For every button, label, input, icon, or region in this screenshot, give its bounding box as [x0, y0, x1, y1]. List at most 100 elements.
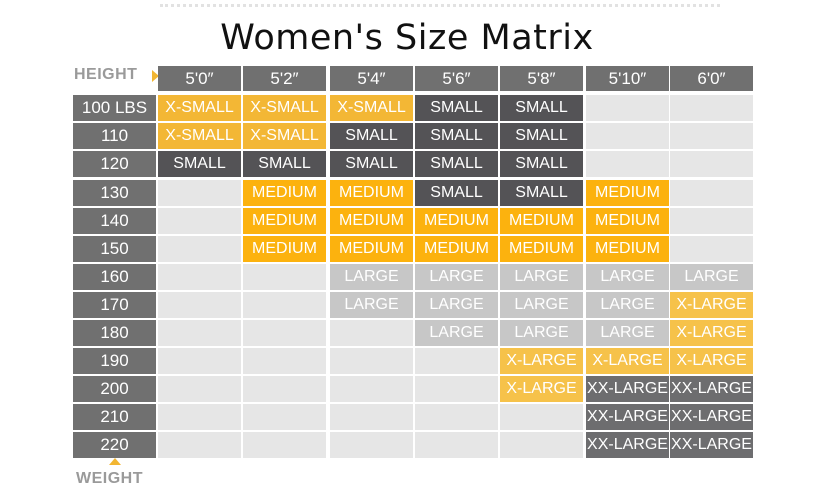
empty-cell	[415, 404, 498, 430]
empty-cell	[586, 123, 669, 149]
empty-cell	[670, 208, 753, 234]
weight-header-100-lbs: 100 LBS	[73, 95, 156, 121]
empty-cell	[158, 292, 241, 318]
size-cell-large: LARGE	[670, 264, 753, 290]
empty-cell	[158, 236, 241, 262]
size-cell-small: SMALL	[330, 151, 413, 177]
size-cell-medium: MEDIUM	[586, 236, 669, 262]
height-header-2: 5'2″	[243, 66, 326, 91]
empty-cell	[158, 320, 241, 346]
chart-title: Women's Size Matrix	[220, 18, 594, 58]
weight-header-170: 170	[73, 292, 156, 318]
empty-cell	[243, 376, 326, 402]
weight-header-180: 180	[73, 320, 156, 346]
size-cell-x-small: X-SMALL	[243, 123, 326, 149]
size-cell-medium: MEDIUM	[243, 208, 326, 234]
size-cell-small: SMALL	[415, 95, 498, 121]
size-cell-large: LARGE	[415, 292, 498, 318]
size-cell-large: LARGE	[415, 264, 498, 290]
weight-header-190: 190	[73, 348, 156, 374]
size-cell-small: SMALL	[500, 151, 583, 177]
size-cell-medium: MEDIUM	[243, 180, 326, 206]
height-axis-label: HEIGHT	[74, 66, 138, 83]
size-cell-small: SMALL	[500, 95, 583, 121]
size-cell-x-small: X-SMALL	[158, 123, 241, 149]
size-cell-x-large: X-LARGE	[586, 348, 669, 374]
empty-cell	[158, 404, 241, 430]
height-header-3: 5'4″	[330, 66, 413, 91]
empty-cell	[243, 404, 326, 430]
empty-cell	[586, 95, 669, 121]
size-cell-large: LARGE	[330, 292, 413, 318]
weight-header-220: 220	[73, 432, 156, 458]
size-cell-xx-large: XX-LARGE	[670, 376, 753, 402]
size-cell-large: LARGE	[500, 292, 583, 318]
size-cell-small: SMALL	[158, 151, 241, 177]
empty-cell	[670, 180, 753, 206]
size-cell-x-large: X-LARGE	[500, 348, 583, 374]
size-cell-large: LARGE	[330, 264, 413, 290]
size-cell-medium: MEDIUM	[500, 208, 583, 234]
empty-cell	[415, 432, 498, 458]
cropped-header-text	[160, 0, 720, 7]
size-cell-medium: MEDIUM	[586, 180, 669, 206]
size-cell-medium: MEDIUM	[243, 236, 326, 262]
weight-header-140: 140	[73, 208, 156, 234]
empty-cell	[158, 208, 241, 234]
size-cell-xx-large: XX-LARGE	[670, 404, 753, 430]
size-cell-x-large: X-LARGE	[670, 348, 753, 374]
empty-cell	[243, 348, 326, 374]
empty-cell	[158, 264, 241, 290]
size-cell-medium: MEDIUM	[330, 236, 413, 262]
size-cell-medium: MEDIUM	[500, 236, 583, 262]
empty-cell	[415, 376, 498, 402]
empty-cell	[243, 320, 326, 346]
height-header-6: 5'10″	[586, 66, 669, 91]
height-arrow-icon	[152, 70, 159, 82]
empty-cell	[415, 348, 498, 374]
size-cell-x-small: X-SMALL	[158, 95, 241, 121]
empty-cell	[330, 404, 413, 430]
size-cell-small: SMALL	[243, 151, 326, 177]
size-cell-large: LARGE	[500, 320, 583, 346]
empty-cell	[670, 151, 753, 177]
size-cell-xx-large: XX-LARGE	[586, 432, 669, 458]
empty-cell	[330, 348, 413, 374]
empty-cell	[330, 376, 413, 402]
size-cell-large: LARGE	[415, 320, 498, 346]
size-cell-x-small: X-SMALL	[243, 95, 326, 121]
size-cell-small: SMALL	[415, 180, 498, 206]
weight-header-110: 110	[73, 123, 156, 149]
size-cell-x-small: X-SMALL	[330, 95, 413, 121]
empty-cell	[670, 95, 753, 121]
weight-arrow-icon	[109, 458, 121, 465]
size-cell-large: LARGE	[586, 320, 669, 346]
size-cell-x-large: X-LARGE	[500, 376, 583, 402]
size-cell-x-large: X-LARGE	[670, 292, 753, 318]
size-cell-small: SMALL	[415, 151, 498, 177]
size-cell-large: LARGE	[500, 264, 583, 290]
size-cell-medium: MEDIUM	[415, 236, 498, 262]
size-cell-large: LARGE	[586, 264, 669, 290]
empty-cell	[243, 292, 326, 318]
weight-header-120: 120	[73, 151, 156, 177]
size-cell-medium: MEDIUM	[586, 208, 669, 234]
size-cell-x-large: X-LARGE	[670, 320, 753, 346]
size-cell-xx-large: XX-LARGE	[586, 404, 669, 430]
empty-cell	[330, 432, 413, 458]
empty-cell	[500, 432, 583, 458]
empty-cell	[500, 404, 583, 430]
size-cell-small: SMALL	[330, 123, 413, 149]
empty-cell	[243, 264, 326, 290]
weight-header-160: 160	[73, 264, 156, 290]
size-cell-xx-large: XX-LARGE	[586, 376, 669, 402]
empty-cell	[670, 236, 753, 262]
empty-cell	[158, 348, 241, 374]
weight-header-210: 210	[73, 404, 156, 430]
height-header-5: 5'8″	[500, 66, 583, 91]
size-cell-small: SMALL	[415, 123, 498, 149]
size-cell-small: SMALL	[500, 123, 583, 149]
weight-axis-label: WEIGHT	[76, 470, 143, 487]
height-header-7: 6'0″	[670, 66, 753, 91]
size-cell-xx-large: XX-LARGE	[670, 432, 753, 458]
